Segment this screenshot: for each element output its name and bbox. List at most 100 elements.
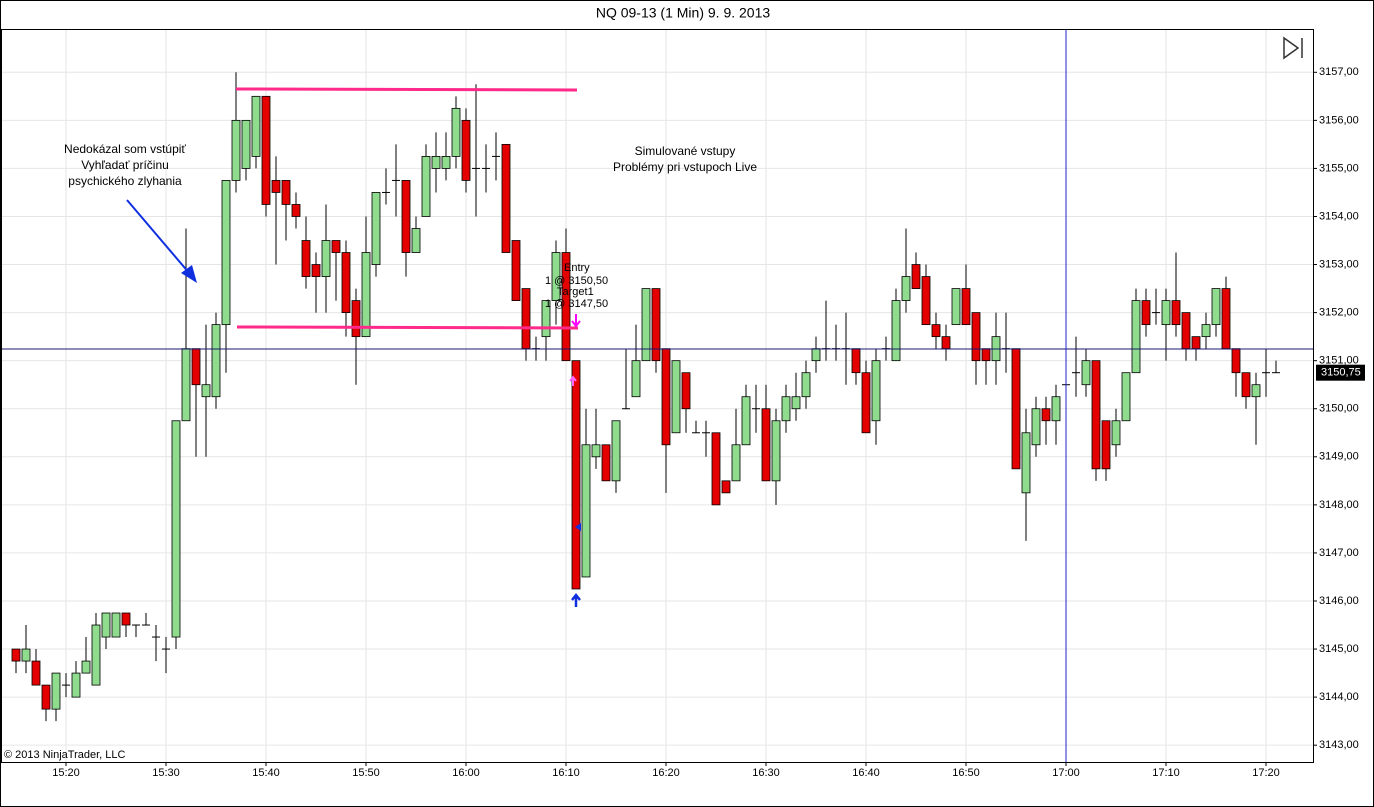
- last-price-label: 3150,75: [1321, 367, 1361, 379]
- play-button[interactable]: [1283, 36, 1303, 60]
- candle-body: [671, 360, 681, 434]
- exit-marker: [571, 314, 581, 328]
- candle-body: [341, 252, 351, 314]
- candle-body: [261, 95, 271, 205]
- candles: [11, 72, 1280, 722]
- y-tick-label: 3150,00: [1319, 403, 1359, 415]
- candle-body: [201, 384, 211, 398]
- candle-body: [271, 180, 281, 193]
- candle-body: [1161, 300, 1171, 326]
- candle-body: [571, 360, 581, 590]
- x-tick-label: 17:20: [1252, 767, 1280, 779]
- candle-body: [1041, 408, 1051, 422]
- candle-body: [101, 612, 111, 638]
- candle-body: [41, 684, 51, 710]
- candle-body: [961, 288, 971, 326]
- candle-body: [401, 180, 411, 253]
- x-tick-label: 16:50: [952, 767, 980, 779]
- candle-body: [771, 420, 781, 482]
- candle-body: [931, 324, 941, 338]
- candle-body: [761, 408, 771, 482]
- candle-body: [191, 348, 201, 386]
- annotation: psychického zlyhania: [68, 174, 182, 188]
- candle-body: [311, 264, 321, 277]
- candle-body: [181, 348, 191, 422]
- y-tick-label: 3143,00: [1319, 739, 1359, 751]
- x-tick-label: 15:40: [252, 767, 280, 779]
- y-tick-label: 3152,00: [1319, 307, 1359, 319]
- x-tick-label: 16:20: [652, 767, 680, 779]
- candle-body: [971, 312, 981, 362]
- candle-body: [1021, 432, 1031, 494]
- candle-body: [1101, 420, 1111, 470]
- y-tick-label: 3149,00: [1319, 451, 1359, 463]
- candle-body: [241, 119, 251, 169]
- candle-body: [891, 300, 901, 362]
- candle-body: [371, 192, 381, 265]
- candle-body: [421, 156, 431, 217]
- annotation: Problémy pri vstupoch Live: [613, 160, 757, 174]
- order-label: Entry: [564, 262, 590, 274]
- candle-body: [1131, 300, 1141, 374]
- candle-body: [681, 372, 691, 410]
- candle-body: [851, 348, 861, 374]
- candle-body: [1081, 360, 1091, 386]
- last-price-box: [1316, 364, 1365, 381]
- x-tick-label: 15:30: [152, 767, 180, 779]
- annotation: Nedokázal som vstúpiť: [64, 142, 186, 156]
- candle-body: [1221, 288, 1231, 350]
- candle-body: [1201, 324, 1211, 338]
- x-tick-label: 15:20: [52, 767, 80, 779]
- candle-body: [951, 288, 961, 326]
- candle-body: [871, 360, 881, 422]
- resistance-line: [235, 87, 578, 92]
- candle-body: [1141, 300, 1151, 326]
- x-tick-label: 16:40: [852, 767, 880, 779]
- candle-body: [651, 288, 661, 362]
- candle-body: [1091, 360, 1101, 470]
- candle-body: [721, 480, 731, 494]
- y-tick-label: 3156,00: [1319, 114, 1359, 126]
- candle-body: [1181, 312, 1191, 350]
- candle-body: [641, 288, 651, 362]
- candle-body: [811, 348, 821, 362]
- candle-body: [941, 336, 951, 350]
- candle-body: [1051, 396, 1061, 422]
- x-tick-label: 16:10: [552, 767, 580, 779]
- candle-body: [1251, 384, 1261, 398]
- candle-body: [111, 612, 121, 638]
- candle-body: [211, 324, 221, 398]
- candle-body: [351, 300, 361, 338]
- candle-body: [561, 252, 571, 362]
- y-tick-label: 3154,00: [1319, 210, 1359, 222]
- candle-body: [1011, 348, 1021, 470]
- candle-body: [1031, 408, 1041, 446]
- support-line: [236, 325, 579, 330]
- candle-body: [281, 180, 291, 205]
- y-tick-label: 3153,00: [1319, 258, 1359, 270]
- candle-body: [1121, 372, 1131, 422]
- order-label: Target1: [557, 286, 594, 298]
- candle-body: [81, 660, 91, 674]
- copyright: © 2013 NinjaTrader, LLC: [4, 749, 125, 761]
- candle-body: [511, 240, 521, 301]
- annotation-arrow: [126, 199, 191, 275]
- candle-body: [51, 672, 61, 710]
- candle-body: [291, 204, 301, 217]
- candle-body: [21, 648, 31, 662]
- fill-marker: [575, 523, 581, 531]
- candle-body: [711, 432, 721, 506]
- candle-body: [171, 420, 181, 638]
- candle-body: [121, 612, 131, 626]
- y-tick-label: 3147,00: [1319, 547, 1359, 559]
- candle-body: [251, 95, 261, 157]
- candle-body: [791, 396, 801, 410]
- entry-marker: [569, 375, 577, 386]
- candle-body: [1191, 336, 1201, 350]
- candle-body: [611, 420, 621, 482]
- y-tick-label: 3145,00: [1319, 643, 1359, 655]
- plot-frame: [1, 29, 1314, 763]
- candle-body: [331, 240, 341, 253]
- candle-body: [981, 348, 991, 362]
